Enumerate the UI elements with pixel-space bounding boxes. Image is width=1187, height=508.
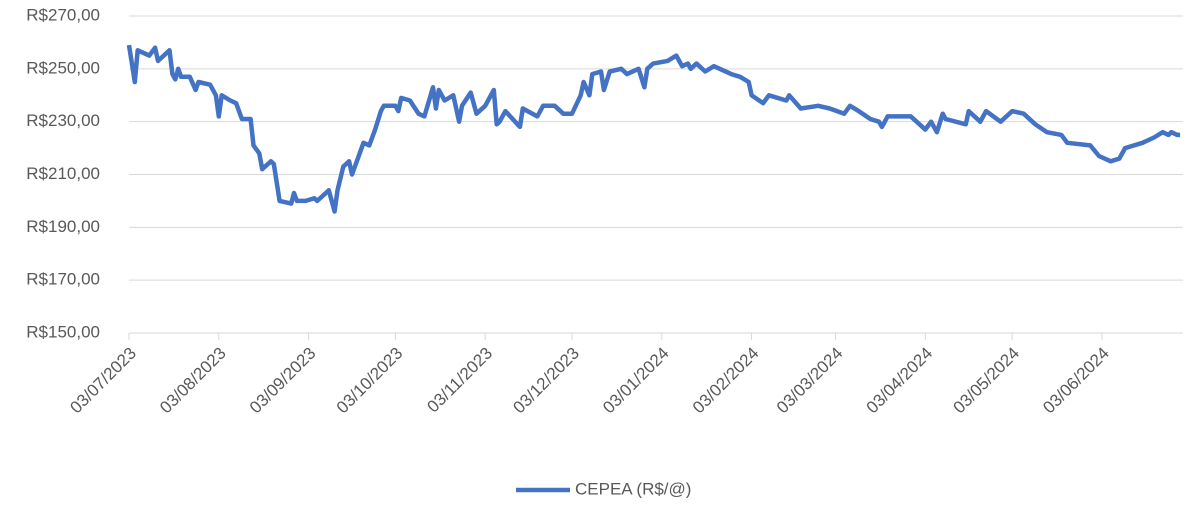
series-line bbox=[126, 44, 1181, 214]
x-tick-label: 03/04/2024 bbox=[863, 344, 937, 418]
x-tick-label: 03/11/2023 bbox=[423, 344, 496, 417]
y-tick-label: R$250,00 bbox=[26, 58, 100, 77]
x-tick-label: 03/06/2024 bbox=[1039, 344, 1113, 418]
legend-label: CEPEA (R$/@) bbox=[575, 479, 691, 498]
x-tick-label: 03/12/2023 bbox=[509, 344, 583, 418]
y-tick-label: R$190,00 bbox=[26, 217, 100, 236]
y-tick-label: R$270,00 bbox=[26, 5, 100, 24]
x-tick-label: 03/05/2024 bbox=[950, 344, 1024, 418]
y-tick-label: R$150,00 bbox=[26, 322, 100, 341]
x-tick-label: 03/10/2023 bbox=[333, 344, 407, 418]
x-tick-label: 03/03/2024 bbox=[773, 344, 847, 418]
x-tick-label: 03/07/2023 bbox=[66, 344, 140, 418]
x-tick-label: 03/02/2024 bbox=[689, 344, 763, 418]
y-tick-label: R$170,00 bbox=[26, 270, 100, 289]
x-tick-label: 03/09/2023 bbox=[246, 344, 320, 418]
y-tick-label: R$230,00 bbox=[26, 111, 100, 130]
x-tick-label: 03/08/2023 bbox=[156, 344, 230, 418]
y-tick-label: R$210,00 bbox=[26, 164, 100, 183]
x-tick-label: 03/01/2024 bbox=[599, 344, 673, 418]
